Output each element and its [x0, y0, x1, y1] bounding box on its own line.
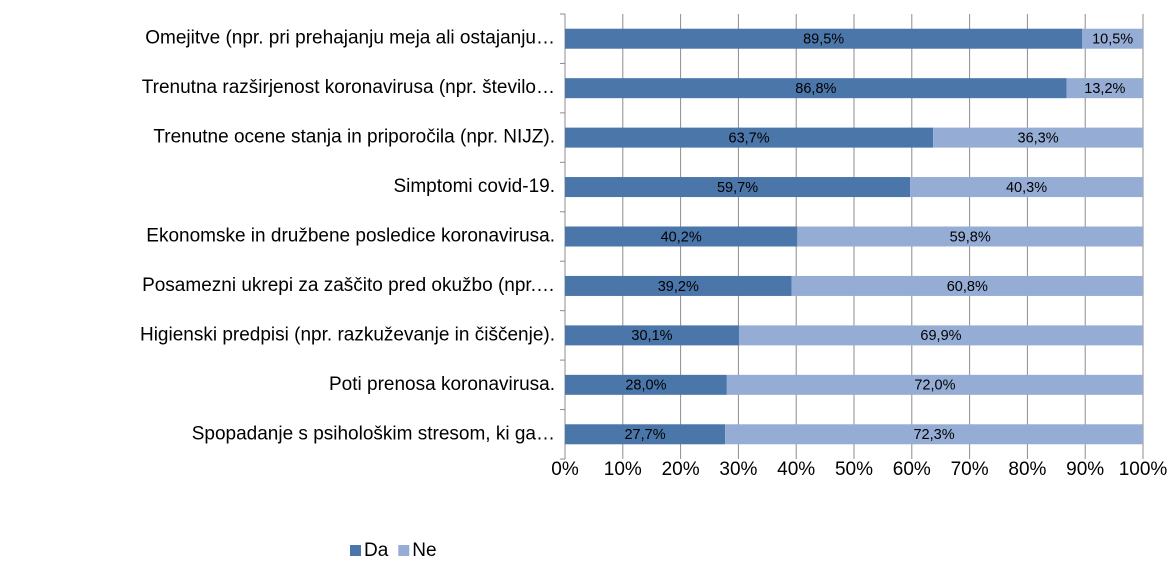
- bar-segment: [565, 374, 727, 395]
- category-label: Spopadanje s psihološkim stresom, ki ga…: [192, 423, 555, 444]
- legend-swatch: [350, 545, 361, 556]
- value-label: 63,7%: [729, 130, 770, 146]
- legend-label: Da: [364, 540, 389, 561]
- legend-swatch: [398, 545, 410, 556]
- bar-segment: [791, 275, 1143, 296]
- x-tick-label: 0%: [551, 459, 579, 480]
- x-tick-label: 40%: [777, 459, 815, 480]
- value-label: 13,2%: [1084, 81, 1125, 97]
- bar-segment: [565, 78, 1067, 99]
- value-label: 40,2%: [661, 229, 702, 245]
- value-label: 28,0%: [625, 378, 666, 394]
- x-tick-label: 50%: [835, 459, 873, 480]
- bar-segment: [565, 325, 739, 346]
- bar-segment: [565, 127, 934, 148]
- bar-segment: [797, 226, 1143, 247]
- value-label: 39,2%: [658, 279, 699, 295]
- bar-segment: [565, 28, 1083, 49]
- category-label: Posamezni ukrepi za zaščito pred okužbo …: [142, 275, 555, 296]
- bar-segment: [565, 226, 798, 247]
- bar-segment: [738, 325, 1143, 346]
- x-tick-label: 90%: [1066, 459, 1104, 480]
- category-label: Omejitve (npr. pri prehajanju meja ali o…: [145, 28, 555, 49]
- value-label: 89,5%: [803, 32, 844, 48]
- value-label: 60,8%: [947, 279, 988, 295]
- x-tick-label: 10%: [604, 459, 642, 480]
- category-label: Trenutna razširjenost koronavirusa (npr.…: [142, 77, 555, 98]
- value-label: 69,9%: [920, 328, 961, 344]
- category-label: Simptomi covid-19.: [393, 176, 555, 197]
- category-label: Higienski predpisi (npr. razkuževanje in…: [140, 324, 555, 345]
- bar-segment: [910, 177, 1143, 198]
- bar-segment: [725, 424, 1143, 445]
- bar-segment: [565, 275, 792, 296]
- category-label: Poti prenosa koronavirusa.: [329, 374, 555, 395]
- x-tick-label: 80%: [1008, 459, 1046, 480]
- value-label: 72,0%: [914, 378, 955, 394]
- bar-segment: [1082, 28, 1143, 49]
- value-label: 86,8%: [795, 81, 836, 97]
- value-label: 59,8%: [950, 229, 991, 245]
- x-tick-label: 100%: [1119, 459, 1168, 480]
- value-label: 36,3%: [1018, 130, 1059, 146]
- value-label: 30,1%: [631, 328, 672, 344]
- value-label: 59,7%: [717, 180, 758, 196]
- value-label: 10,5%: [1092, 32, 1133, 48]
- category-label: Trenutne ocene stanja in priporočila (np…: [153, 127, 555, 148]
- legend-label: Ne: [412, 540, 436, 561]
- bar-segment: [933, 127, 1143, 148]
- bar-segment: [1066, 78, 1143, 99]
- category-label: Ekonomske in družbene posledice koronavi…: [146, 226, 555, 247]
- x-tick-label: 60%: [893, 459, 931, 480]
- value-label: 72,3%: [913, 427, 954, 443]
- x-tick-label: 70%: [951, 459, 989, 480]
- x-tick-label: 30%: [719, 459, 757, 480]
- value-label: 27,7%: [624, 427, 665, 443]
- bar-segment: [565, 177, 911, 198]
- bar-segment: [726, 374, 1143, 395]
- value-label: 40,3%: [1006, 180, 1047, 196]
- bar-segment: [565, 424, 726, 445]
- x-tick-label: 20%: [662, 459, 700, 480]
